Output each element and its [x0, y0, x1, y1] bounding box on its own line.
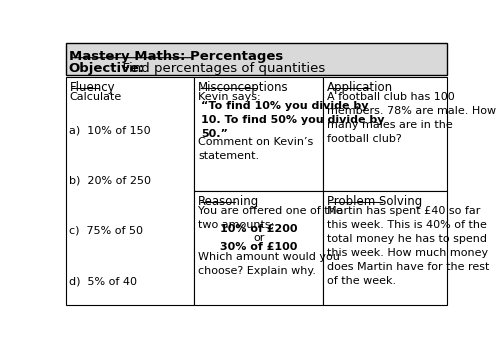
Text: A football club has 100
members. 78% are male. How
many males are in the
footbal: A football club has 100 members. 78% are…	[327, 92, 496, 144]
Text: Application: Application	[327, 81, 393, 94]
Text: Find percentages of quantities: Find percentages of quantities	[114, 62, 325, 74]
Text: Martin has spent £40 so far
this week. This is 40% of the
total money he has to : Martin has spent £40 so far this week. T…	[327, 206, 489, 285]
Text: 30% of £100: 30% of £100	[220, 242, 298, 252]
Text: or: or	[253, 233, 264, 243]
Text: Misconceptions: Misconceptions	[198, 81, 289, 94]
Text: Mastery Maths: Percentages: Mastery Maths: Percentages	[68, 50, 283, 63]
Text: Comment on Kevin’s
statement.: Comment on Kevin’s statement.	[198, 137, 314, 161]
Text: Objective:: Objective:	[68, 62, 145, 74]
FancyBboxPatch shape	[323, 191, 447, 305]
Text: 10% of £200: 10% of £200	[220, 224, 298, 234]
Text: Reasoning: Reasoning	[198, 195, 260, 208]
Text: Which amount would you
choose? Explain why.: Which amount would you choose? Explain w…	[198, 252, 340, 276]
Text: Kevin says:: Kevin says:	[198, 92, 261, 102]
Text: Problem Solving: Problem Solving	[327, 195, 422, 208]
FancyBboxPatch shape	[194, 77, 323, 191]
FancyBboxPatch shape	[66, 77, 194, 305]
Text: “To find 10% you divide by
10. To find 50% you divide by
50.”: “To find 10% you divide by 10. To find 5…	[201, 101, 384, 139]
FancyBboxPatch shape	[66, 43, 447, 75]
Text: You are offered one of the
two amounts:: You are offered one of the two amounts:	[198, 206, 343, 229]
Text: Calculate

a)  10% of 150


b)  20% of 250


c)  75% of 50


d)  5% of 40: Calculate a) 10% of 150 b) 20% of 250 c)…	[70, 92, 152, 286]
Text: Fluency: Fluency	[70, 81, 115, 94]
FancyBboxPatch shape	[323, 77, 447, 191]
FancyBboxPatch shape	[194, 191, 323, 305]
